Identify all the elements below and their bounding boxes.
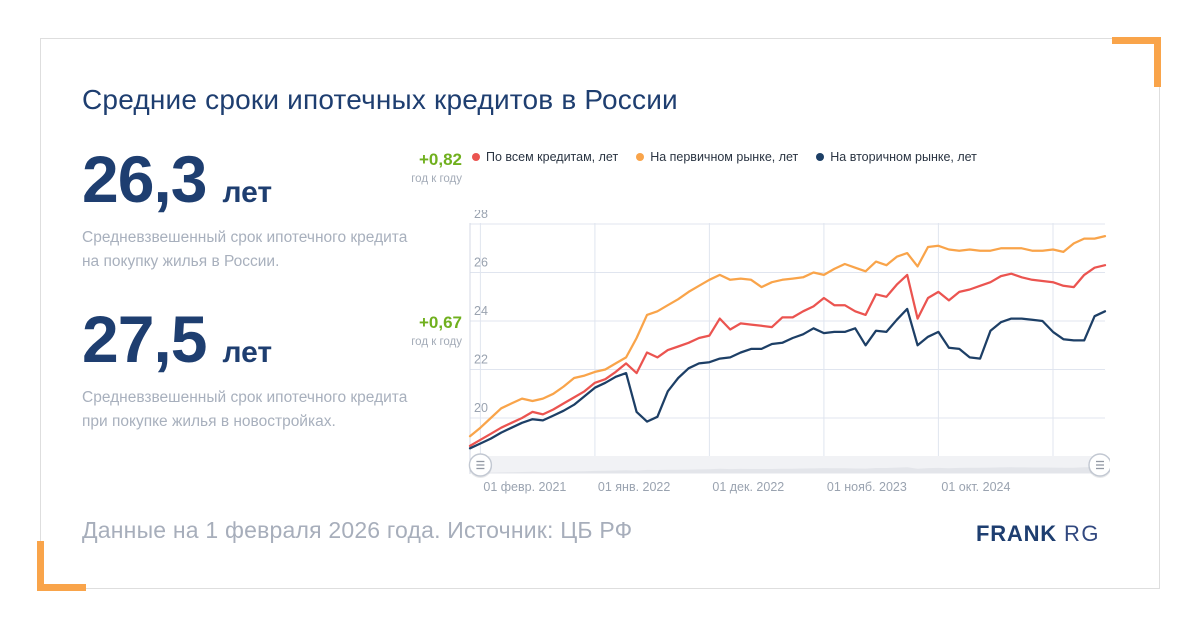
brand-frank: FRANK [976, 521, 1057, 546]
x-tick-label: 01 февр. 2021 [483, 480, 566, 494]
legend-label: По всем кредитам, лет [486, 150, 619, 164]
y-tick-label: 26 [474, 256, 488, 270]
brand-rg: RG [1064, 521, 1100, 546]
stat-delta-block: +0,82 год к году [404, 150, 462, 185]
y-tick-label: 28 [474, 210, 488, 221]
legend-marker-icon [816, 153, 825, 161]
legend-label: На первичном рынке, лет [650, 150, 799, 164]
navigator-handle-left[interactable] [468, 453, 493, 478]
stat-delta-caption: год к году [411, 336, 462, 348]
corner-bracket-top-right-icon [1112, 37, 1161, 87]
legend-item-all-loans[interactable]: По всем кредитам, лет [472, 150, 618, 164]
corner-bracket-bottom-left-icon [37, 541, 86, 591]
legend-item-primary-market[interactable]: На первичном рынке, лет [636, 150, 798, 164]
legend-marker-icon [472, 153, 480, 161]
y-tick-label: 24 [474, 304, 488, 318]
x-tick-label: 01 янв. 2022 [598, 480, 670, 494]
navigator-preview [470, 467, 1105, 473]
x-tick-label: 01 дек. 2022 [712, 480, 784, 494]
y-tick-label: 22 [474, 353, 488, 367]
stat-delta-value: +0,82 [418, 150, 462, 169]
stat-unit: лет [222, 176, 273, 209]
navigator-handle-right[interactable] [1088, 453, 1112, 478]
x-tick-label: 01 нояб. 2023 [827, 480, 907, 494]
chart-canvas: 20 22 24 26 28 01 февр. 2021 01 янв. 2022 01 де… [468, 207, 1112, 494]
stat-delta-block: +0,67 год к году [404, 313, 462, 348]
stat-unit: лет [222, 336, 273, 369]
page-title: Средние сроки ипотечных кредитов в Росси… [82, 84, 678, 115]
content-card [40, 38, 1160, 589]
series-line-1 [468, 234, 1107, 438]
stat-delta-caption: год к году [411, 173, 462, 185]
series-line-2 [468, 307, 1107, 450]
stat-delta-value: +0,67 [418, 313, 462, 332]
legend-item-secondary-market[interactable]: На вторичном рынке, лет [816, 150, 977, 164]
stat-value: 26,3 [82, 142, 207, 216]
stat-block-all-loans: 26,3 лет Средневзвешенный срок ипотечног… [82, 146, 472, 274]
legend-marker-icon [636, 153, 645, 161]
chart-legend: По всем кредитам, лет На первичном рынке… [472, 150, 977, 164]
legend-label: На вторичном рынке, лет [830, 150, 977, 164]
brand-logo: FRANK RG [976, 521, 1100, 547]
footer-note: Данные на 1 февраля 2026 года. Источник:… [82, 517, 633, 543]
stat-description: Средневзвешенный срок ипотечного кредита… [82, 229, 408, 271]
y-tick-label: 20 [474, 401, 488, 415]
x-tick-label: 01 окт. 2024 [941, 480, 1010, 494]
chart-area: 20 22 24 26 28 01 февр. 2021 01 янв. 2022 01 де… [460, 207, 1112, 500]
stat-value: 27,5 [82, 302, 207, 376]
stat-block-new-builds: 27,5 лет Средневзвешенный срок ипотечног… [82, 306, 472, 434]
stat-description: Средневзвешенный срок ипотечного кредита… [82, 389, 408, 431]
series-line-0 [468, 264, 1107, 448]
